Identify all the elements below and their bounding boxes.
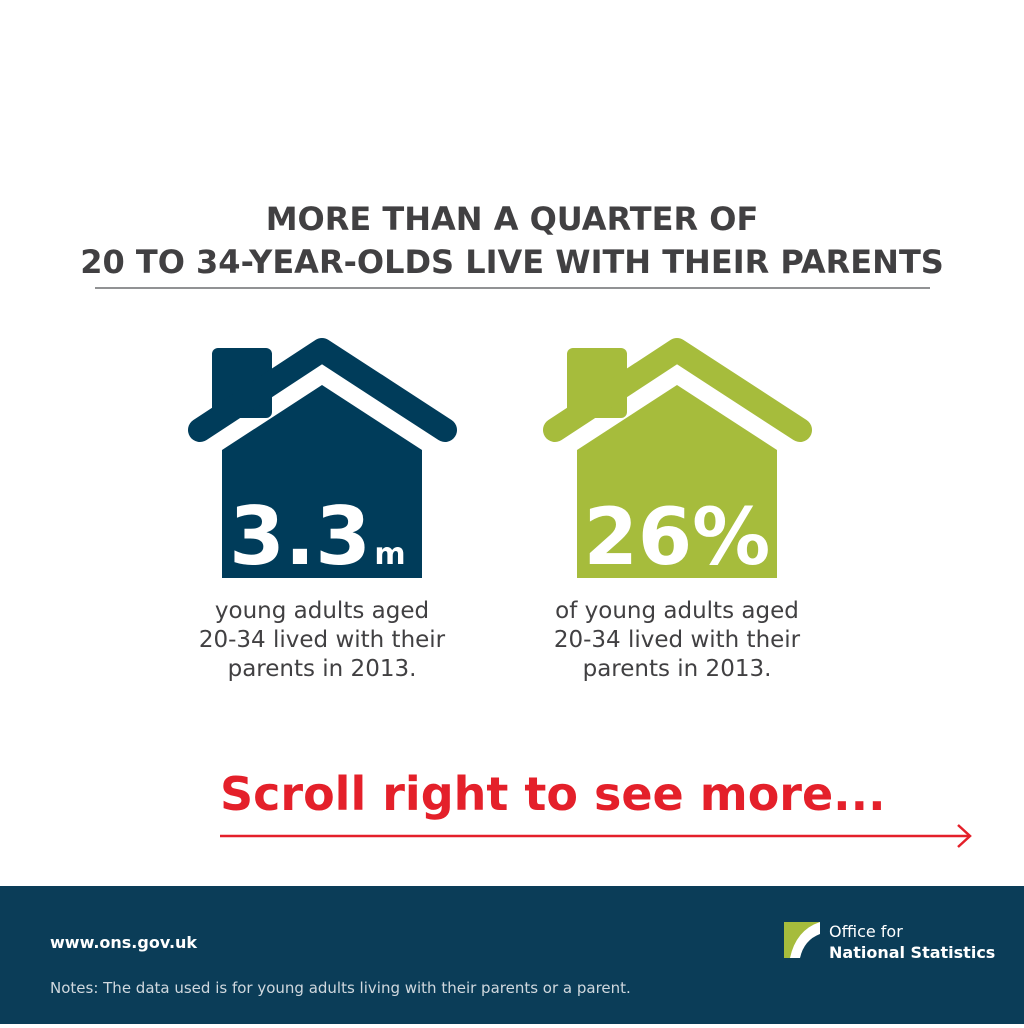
footer [0,886,1024,1024]
logo-text: Office for [829,922,903,941]
arrow-head [957,824,972,848]
house-icon [188,338,457,578]
stat-caption: of young adults aged [555,598,799,624]
stat-figure: 26% [584,493,771,583]
stat-caption: 20-34 lived with their [199,627,446,653]
stat-figure: 3.3 [229,490,371,583]
notes: Notes: The data used is for young adults… [50,979,631,997]
stat-caption: parents in 2013. [228,656,417,682]
roof [188,338,457,442]
logo-icon [784,922,820,958]
house-body [222,385,422,578]
logo-text: National Statistics [829,943,995,962]
stat-caption: young adults aged [215,598,429,624]
website: www.ons.gov.uk [50,933,197,952]
stat-caption: parents in 2013. [583,656,772,682]
stat-caption: 20-34 lived with their [554,627,801,653]
stat-unit: m [374,537,405,572]
roof [543,338,812,442]
scroll-prompt: Scroll right to see more... [220,767,886,821]
logo-swoosh [784,922,820,958]
house-body [577,385,777,578]
house-icon [543,338,812,578]
logo-swoosh [800,934,820,958]
title-line: MORE THAN A QUARTER OF [266,200,759,238]
title-line: 20 TO 34-YEAR-OLDS LIVE WITH THEIR PAREN… [80,243,944,281]
